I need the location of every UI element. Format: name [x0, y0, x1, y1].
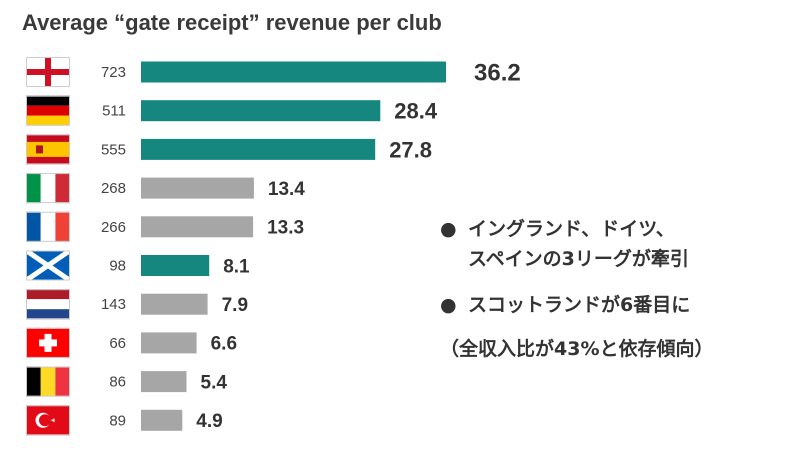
note-2-line-1: スコットランドが6番目に [468, 294, 691, 316]
bar [141, 216, 254, 238]
note-2: ● スコットランドが6番目に [440, 290, 790, 320]
count-label: 723 [101, 64, 126, 81]
italy-flag-icon [26, 173, 70, 204]
flag-column [24, 57, 72, 436]
count-label: 86 [109, 374, 126, 391]
germany-flag-icon [26, 95, 70, 126]
notes-panel: ● イングランド、ドイツ、 スペインの3リーグが牽引 ● スコットランドが6番目に … [440, 214, 790, 364]
turkey-flag-icon [26, 405, 70, 436]
bullet-icon: ● [440, 218, 457, 240]
value-label: 28.4 [394, 99, 438, 124]
bar [141, 177, 254, 199]
count-label: 98 [109, 258, 126, 275]
count-label: 266 [101, 219, 126, 236]
bar [141, 293, 208, 315]
bar [141, 100, 381, 122]
bullet-icon: ● [440, 294, 457, 316]
value-label: 5.4 [201, 372, 228, 393]
belgium-flag-icon [26, 366, 70, 397]
value-label: 36.2 [474, 60, 521, 87]
value-label: 27.8 [389, 137, 432, 162]
value-labels: 36.2 28.4 27.8 13.4 13.3 8.1 7.9 6.6 5.4 4.9 [196, 60, 520, 433]
bar-series [141, 61, 446, 431]
bar [141, 138, 376, 160]
count-label: 143 [101, 296, 126, 313]
value-label: 4.9 [196, 411, 222, 432]
chart-title: Average “gate receipt” revenue per club [22, 10, 442, 35]
count-labels: 723 511 555 268 266 98 143 66 86 89 [101, 64, 126, 429]
count-label: 511 [102, 103, 126, 120]
netherlands-flag-icon [26, 289, 70, 320]
count-label: 268 [101, 180, 126, 197]
note-1-line-1: イングランド、ドイツ、 [468, 218, 675, 240]
note-1-line-2: スペインの3リーグが牽引 [468, 248, 689, 270]
bar [141, 371, 187, 393]
scotland-flag-icon [24, 248, 72, 283]
bar [141, 409, 183, 431]
bar [141, 332, 197, 354]
value-label: 7.9 [222, 295, 248, 316]
note-1: ● イングランド、ドイツ、 スペインの3リーグが牽引 [440, 214, 790, 274]
value-label: 13.3 [267, 218, 304, 239]
england-flag-icon [26, 57, 70, 87]
france-flag-icon [26, 211, 70, 242]
spain-flag-icon [26, 134, 70, 165]
note-3: （全収入比が43%と依存傾向） [440, 338, 714, 360]
bar [141, 255, 210, 276]
count-label: 66 [109, 335, 126, 352]
bar [141, 61, 446, 83]
count-label: 555 [101, 141, 126, 158]
value-label: 6.6 [211, 334, 237, 355]
switzerland-flag-icon [26, 327, 70, 358]
value-label: 13.4 [268, 179, 305, 200]
count-label: 89 [109, 412, 126, 429]
value-label: 8.1 [223, 256, 250, 277]
